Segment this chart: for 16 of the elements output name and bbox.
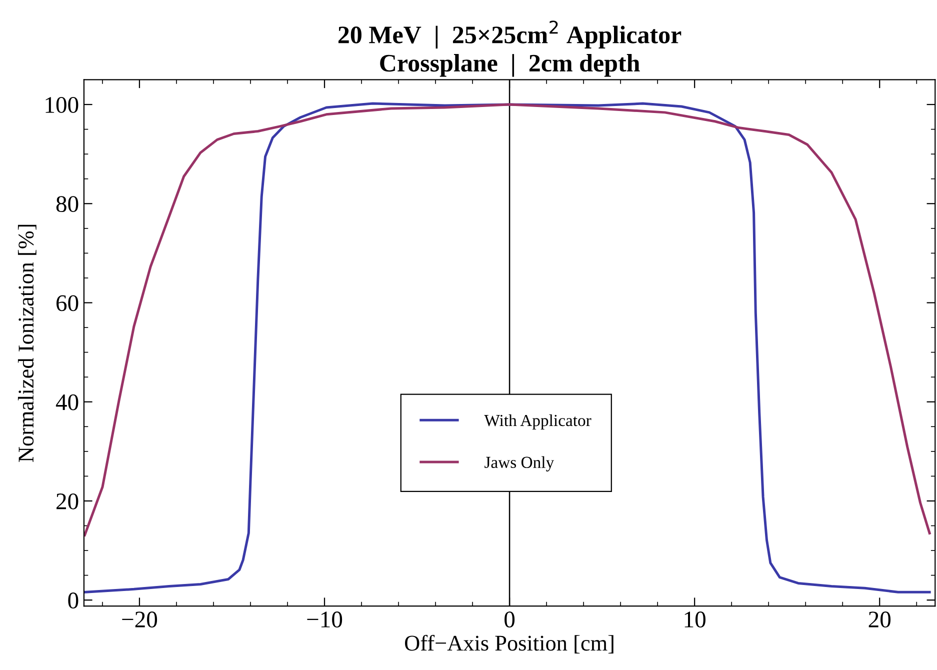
y-axis-title: Normalized Ionization [%] <box>18 224 36 462</box>
chart-title: 20 MeV | 25×25cm$^{2}$ Applicator Crossplane | 2cm depth <box>338 20 682 77</box>
x-tick-label: 20 <box>868 612 891 628</box>
x-axis-title: Off−Axis Position [cm] <box>405 634 614 654</box>
legend-label: With Applicator <box>484 414 592 430</box>
y-tick-label: 80 <box>56 196 78 212</box>
y-tick-label: 40 <box>56 394 78 410</box>
y-tick-label: 60 <box>56 295 78 312</box>
y-tick-label: 0 <box>68 592 78 608</box>
x-tick-label: −10 <box>307 612 342 628</box>
y-tick-label: 100 <box>46 97 78 113</box>
y-tick-label: 20 <box>56 493 78 510</box>
x-tick-label: 10 <box>684 612 706 628</box>
legend-label: Jaws Only <box>484 456 554 472</box>
x-tick-label: −20 <box>122 612 158 628</box>
x-tick-label: 0 <box>504 612 515 628</box>
